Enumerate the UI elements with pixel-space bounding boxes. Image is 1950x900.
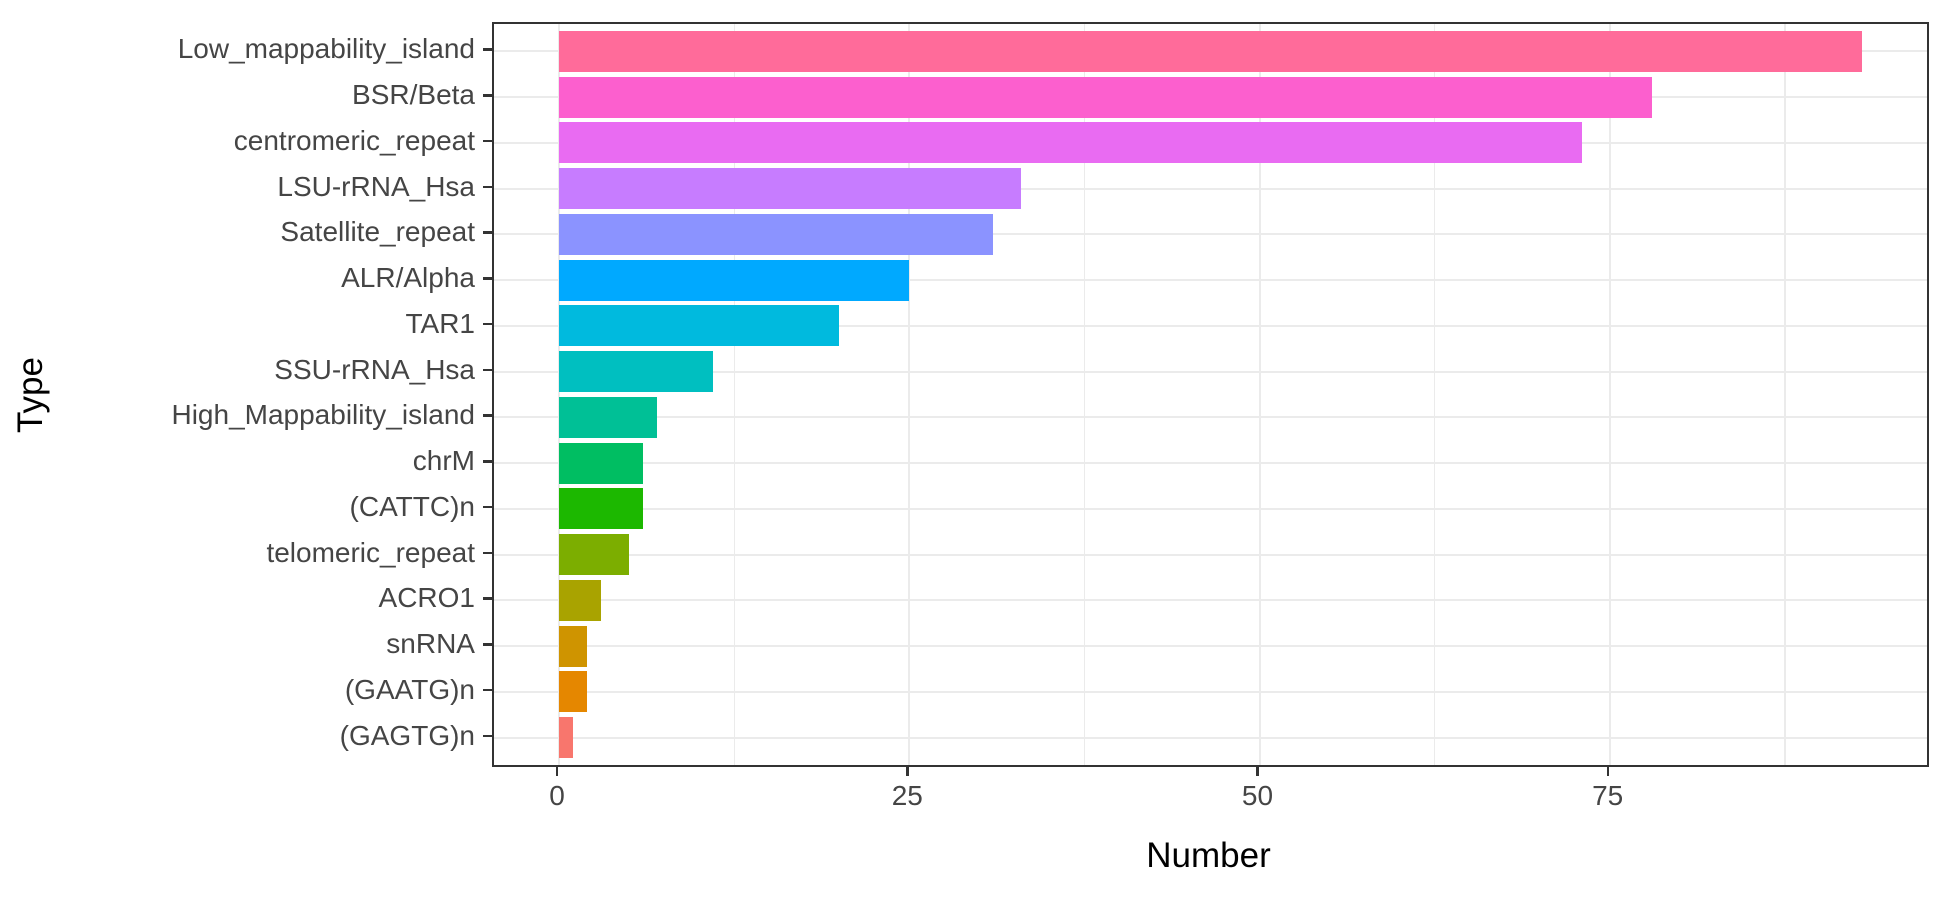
gridline-h-cattc-n [494,507,1927,510]
gridline-v-major-0 [558,24,561,765]
y-tick-label-chrm: chrM [412,445,475,477]
x-tick-label-0: 0 [549,780,565,811]
y-tick-label-high-mappability-island: High_Mappability_island [171,399,475,431]
bar-snrna [559,625,588,667]
gridline-h-satellite-repeat [494,233,1927,236]
bar-gagtg-n [559,717,574,759]
gridline-h-telomeric-repeat [494,553,1927,556]
gridline-h-high-mappability-island [494,416,1927,419]
y-tick-label-lsu-rrna-hsa: LSU-rRNA_Hsa [277,170,475,202]
gridline-v-major-50 [1258,24,1261,765]
bar-tar1 [559,305,840,347]
y-tick-label-ssu-rrna-hsa: SSU-rRNA_Hsa [274,353,475,385]
bar-gaatg-n [559,671,588,713]
y-tick-alr-alpha [483,277,492,280]
y-tick-label-acro1: ACRO1 [378,582,475,614]
y-tick-bsr-beta [483,94,492,97]
y-tick-tar1 [483,322,492,326]
bar-ssu-rrna-hsa [559,351,714,393]
gridline-v-major-75 [1608,24,1611,765]
gridline-h-ssu-rrna-hsa [494,370,1927,373]
y-tick-snrna [483,643,492,646]
bar-alr-alpha [559,259,910,301]
y-tick-cattc-n [483,505,492,509]
x-tick-50 [1256,767,1259,776]
y-tick-label-gagtg-n: (GAGTG)n [339,719,475,751]
y-tick-label-bsr-beta: BSR/Beta [352,79,475,111]
y-axis-title-text: Type [11,357,50,433]
gridline-h-gaatg-n [494,690,1927,693]
y-tick-label-centromeric-repeat: centromeric_repeat [233,124,475,156]
bar-telomeric-repeat [559,534,630,576]
plot-panel [492,22,1929,767]
bar-satellite-repeat [559,213,994,255]
bar-bsr-beta [559,76,1652,118]
y-tick-label-low-mappability-island: Low_mappability_island [177,33,475,65]
y-tick-label-satellite-repeat: Satellite_repeat [280,216,475,248]
gridline-h-alr-alpha [494,279,1927,282]
bar-centromeric-repeat [559,122,1582,164]
bar-lsu-rrna-hsa [559,168,1022,210]
y-axis-title: Type [11,195,51,595]
x-tick-25 [906,767,909,776]
gridline-h-gagtg-n [494,736,1927,739]
x-tick-0 [555,767,559,776]
y-tick-acro1 [483,597,492,600]
gridline-h-acro1 [494,599,1927,602]
y-tick-gaatg-n [483,688,492,692]
y-tick-high-mappability-island [483,414,492,417]
x-tick-label-75: 75 [1592,780,1624,811]
y-tick-gagtg-n [483,734,492,738]
gridline-v-minor-37.5 [1083,24,1086,765]
y-tick-chrm [483,460,492,463]
x-axis-title: Number [1146,836,1271,875]
gridline-v-major-25 [908,24,911,765]
y-tick-label-tar1: TAR1 [405,307,476,339]
gridline-h-lsu-rrna-hsa [494,187,1927,190]
y-tick-label-gaatg-n: (GAATG)n [344,673,475,705]
y-tick-centromeric-repeat [483,139,492,143]
gridline-v-minor-12.5 [733,24,735,765]
y-tick-telomeric-repeat [483,551,492,555]
gridline-h-snrna [494,645,1927,648]
x-tick-label-50: 50 [1241,780,1274,811]
y-tick-ssu-rrna-hsa [483,368,492,372]
gridline-h-tar1 [494,324,1927,327]
gridline-v-minor-87.5 [1784,24,1786,765]
x-tick-label-25: 25 [891,780,923,811]
bar-acro1 [559,579,602,621]
y-tick-label-telomeric-repeat: telomeric_repeat [266,536,475,568]
gridline-h-chrm [494,462,1927,465]
x-tick-75 [1606,767,1609,776]
bar-cattc-n [559,488,644,530]
y-tick-label-snrna: snRNA [386,628,475,660]
bar-low-mappability-island [559,30,1862,73]
y-tick-low-mappability-island [483,48,492,51]
y-tick-satellite-repeat [483,231,492,234]
y-tick-lsu-rrna-hsa [483,185,492,189]
gridline-v-minor-62.5 [1433,24,1436,765]
y-tick-label-alr-alpha: ALR/Alpha [341,262,475,294]
bar-chrm [559,442,644,484]
bar-high-mappability-island [559,396,658,438]
y-tick-label-cattc-n: (CATTC)n [349,490,475,522]
